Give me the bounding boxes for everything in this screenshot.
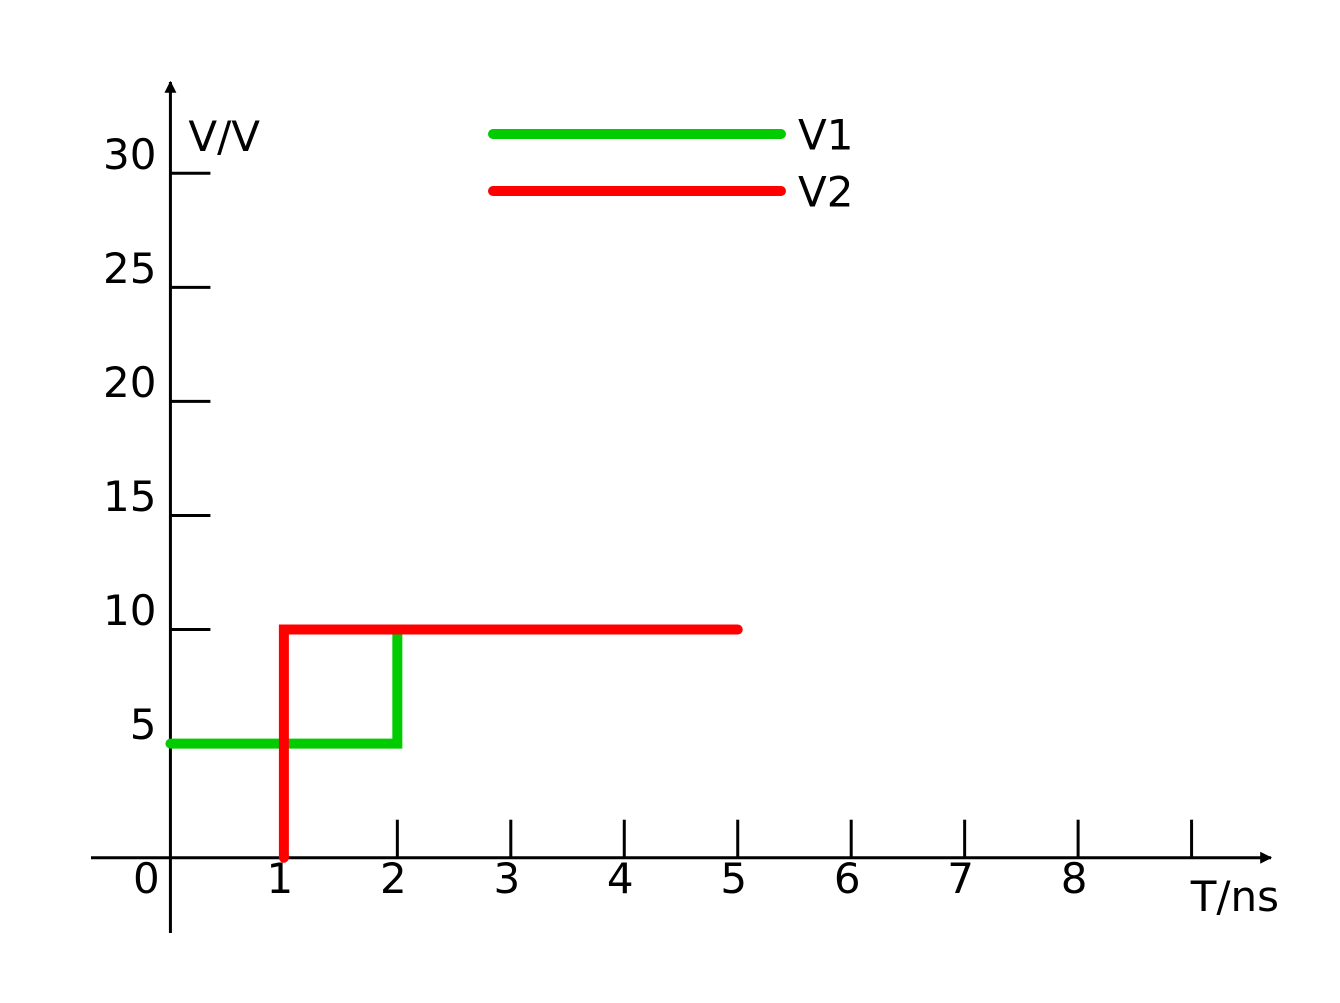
x-tick-label: 7: [947, 854, 974, 903]
x-axis-label: T/ns: [1190, 872, 1279, 921]
x-tick-label: 6: [834, 854, 861, 903]
legend-label: V1: [798, 111, 853, 160]
series-line: [165, 624, 403, 749]
x-tick-label: 0: [133, 854, 160, 903]
series-line: [278, 624, 743, 863]
legend-label: V2: [798, 168, 853, 217]
y-tick-label: 5: [130, 700, 157, 749]
y-tick-label: 30: [103, 130, 156, 179]
y-tick-label: 20: [103, 358, 156, 407]
y-axis-label: V/V: [188, 112, 260, 161]
x-tick-label: 3: [493, 854, 520, 903]
y-tick-label: 25: [103, 244, 156, 293]
x-tick-label: 4: [607, 854, 634, 903]
x-tick-label: 5: [720, 854, 747, 903]
x-tick-label: 8: [1061, 854, 1088, 903]
y-tick-label: 10: [103, 586, 156, 635]
x-tick-label: 1: [267, 854, 294, 903]
y-tick-label: 15: [103, 472, 156, 521]
x-tick-label: 2: [380, 854, 407, 903]
